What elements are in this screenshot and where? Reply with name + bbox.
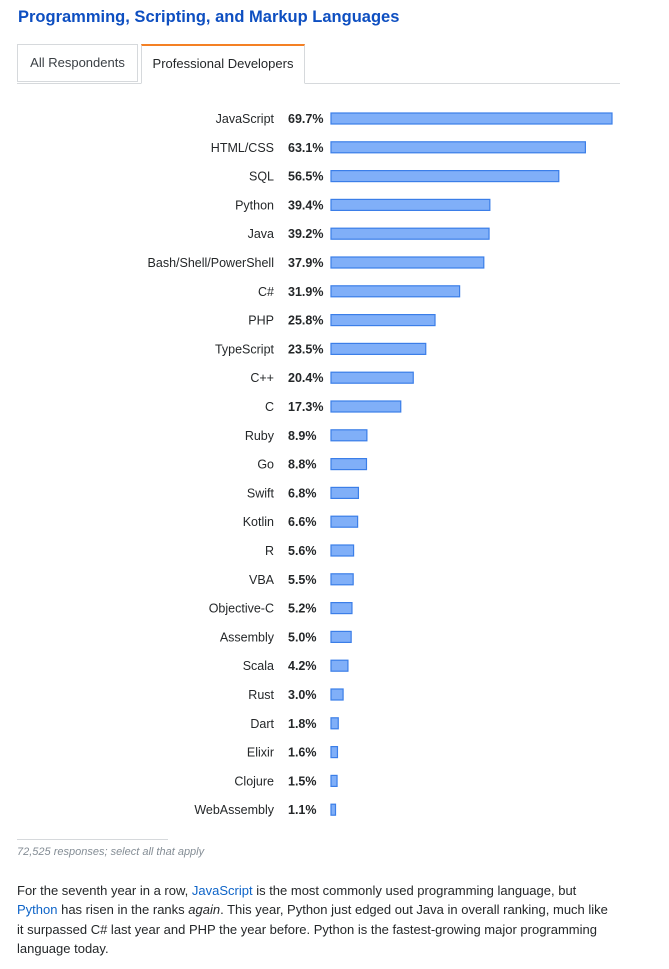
value-label-elixir: 1.6% [288, 746, 317, 760]
tab-all-respondents[interactable]: All Respondents [17, 44, 138, 82]
bar-r[interactable] [330, 544, 355, 557]
bar-dart[interactable] [330, 717, 339, 730]
bar-scala[interactable] [330, 659, 349, 672]
category-label-dart: Dart [250, 717, 274, 731]
python-link[interactable]: Python [17, 902, 58, 918]
value-label-sql: 56.5% [288, 170, 323, 184]
bar-c[interactable] [330, 285, 461, 298]
bar-javascript[interactable] [330, 112, 613, 125]
bar-sql[interactable] [330, 169, 560, 183]
bar-vba[interactable] [330, 573, 354, 586]
bar-webassembly[interactable] [330, 803, 337, 816]
category-label-javascript: JavaScript [216, 112, 275, 126]
category-label-c: C [265, 400, 274, 414]
bar-html-css[interactable] [330, 141, 586, 154]
bar-elixir[interactable] [330, 745, 339, 759]
bar-swift[interactable] [330, 486, 360, 499]
bar-ruby[interactable] [330, 429, 368, 442]
bar-php[interactable] [330, 314, 436, 327]
category-label-webassembly: WebAssembly [194, 803, 274, 817]
value-label-java: 39.2% [288, 227, 323, 241]
value-label-objective-c: 5.2% [288, 602, 317, 616]
bar-go[interactable] [330, 458, 368, 471]
value-label-rust: 3.0% [288, 688, 317, 702]
bar-objective-c[interactable] [330, 602, 353, 615]
bar-c[interactable] [330, 400, 402, 413]
javascript-link[interactable]: JavaScript [191, 883, 253, 898]
bar-typescript[interactable] [330, 342, 427, 355]
category-label-c: C++ [250, 371, 274, 385]
value-label-assembly: 5.0% [288, 630, 317, 644]
description-text-2: is the most commonly used programming la… [252, 883, 577, 898]
category-label-bash-shell-powershell: Bash/Shell/PowerShell [148, 256, 274, 270]
value-label-typescript: 23.5% [288, 342, 323, 356]
category-label-c: C# [258, 285, 274, 299]
category-label-java: Java [248, 227, 274, 241]
value-label-r: 5.6% [288, 544, 317, 558]
category-label-typescript: TypeScript [215, 342, 275, 356]
category-label-go: Go [257, 458, 274, 472]
value-label-php: 25.8% [288, 314, 323, 328]
category-label-elixir: Elixir [247, 746, 274, 760]
value-label-dart: 1.8% [288, 717, 317, 731]
category-label-sql: SQL [249, 170, 274, 184]
bar-kotlin[interactable] [330, 515, 359, 528]
value-label-kotlin: 6.6% [288, 515, 317, 529]
bar-java[interactable] [330, 227, 490, 240]
value-label-javascript: 69.7% [288, 112, 323, 126]
category-label-rust: Rust [248, 688, 274, 702]
description-text-1: For the seventh year in a row, [17, 883, 192, 898]
again-emphasis: again [188, 902, 221, 918]
language-usage-bar-chart: JavaScript 69.7% HTML/CSS 63.1% SQL 56.5% Pyth… [148, 112, 613, 817]
category-label-html-css: HTML/CSS [211, 141, 274, 155]
section-title: Programming, Scripting, and Markup Langu… [18, 8, 400, 26]
category-label-clojure: Clojure [234, 774, 274, 788]
bar-c[interactable] [330, 371, 414, 384]
value-label-html-css: 63.1% [288, 141, 323, 155]
category-label-r: R [265, 544, 274, 558]
value-label-vba: 5.5% [288, 573, 317, 587]
bar-rust[interactable] [330, 688, 344, 701]
description-paragraph: For the seventh year in a row, JavaScrip… [17, 881, 617, 958]
category-label-ruby: Ruby [245, 429, 275, 443]
category-label-php: PHP [248, 314, 274, 328]
category-label-objective-c: Objective-C [209, 602, 274, 616]
value-label-swift: 6.8% [288, 486, 317, 500]
value-label-c: 31.9% [288, 285, 323, 299]
description-text-3: has risen in the ranks [57, 902, 189, 918]
value-label-webassembly: 1.1% [288, 803, 317, 817]
description-text-4: . This year, Python just edged out Java … [17, 902, 608, 956]
category-label-swift: Swift [247, 486, 275, 500]
bar-python[interactable] [330, 198, 491, 212]
value-label-clojure: 1.5% [288, 774, 317, 788]
value-label-c: 20.4% [288, 371, 323, 385]
value-label-python: 39.4% [288, 198, 323, 212]
value-label-scala: 4.2% [288, 659, 317, 673]
respondent-tabs: All Respondents Professional Developers [17, 44, 620, 84]
tab-professional-developers[interactable]: Professional Developers [141, 44, 305, 84]
category-label-kotlin: Kotlin [243, 515, 274, 529]
category-label-python: Python [235, 198, 274, 212]
value-label-c: 17.3% [288, 400, 323, 414]
bar-assembly[interactable] [330, 630, 352, 644]
value-label-bash-shell-powershell: 37.9% [288, 256, 323, 270]
category-label-vba: VBA [249, 573, 275, 587]
footnote-divider [17, 839, 168, 840]
value-label-ruby: 8.9% [288, 429, 317, 443]
response-count-note: 72,525 responses; select all that apply [17, 846, 205, 858]
value-label-go: 8.8% [288, 458, 317, 472]
category-label-assembly: Assembly [220, 630, 275, 644]
bar-clojure[interactable] [330, 774, 338, 788]
bar-bash-shell-powershell[interactable] [330, 256, 485, 269]
category-label-scala: Scala [243, 659, 274, 673]
